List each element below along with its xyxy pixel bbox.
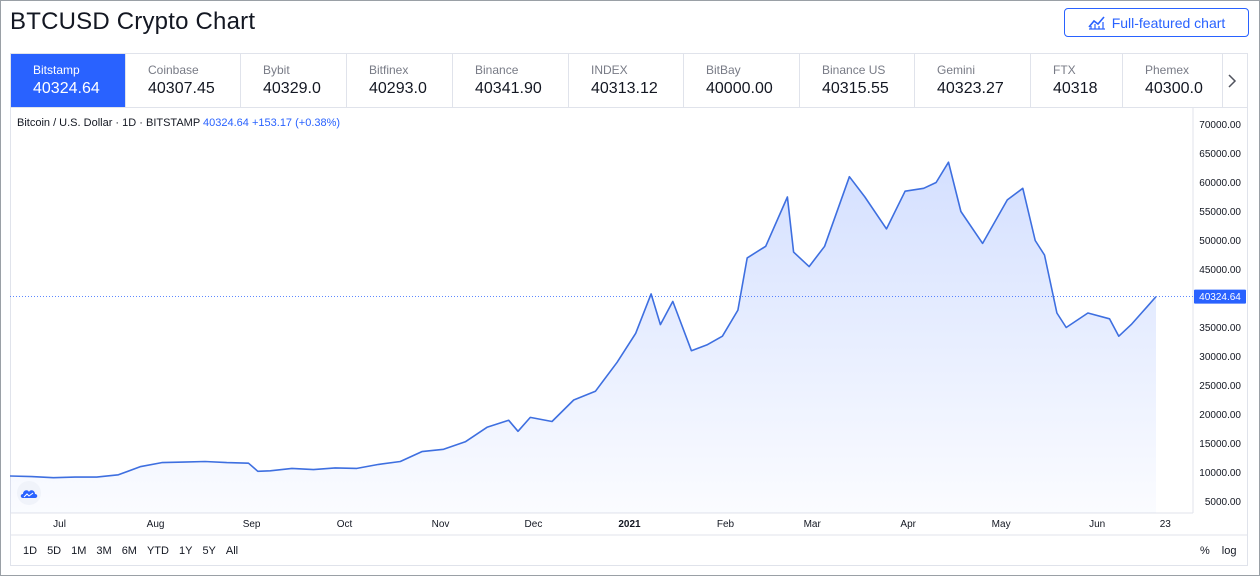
timeframe-bar: 1D 5D 1M 3M 6M YTD 1Y 5Y All [18, 545, 243, 557]
tabs-next-button[interactable] [1216, 53, 1248, 108]
exchange-tab-bybit[interactable]: Bybit 40329.0 [241, 54, 347, 107]
exchange-name: Bitstamp [33, 63, 80, 77]
timeframe-1d[interactable]: 1D [23, 545, 38, 557]
page-title: BTCUSD Crypto Chart [10, 8, 256, 35]
y-tick-label: 15000.00 [1199, 439, 1241, 450]
exchange-name: BitBay [706, 63, 741, 77]
x-tick-label: Feb [717, 519, 735, 530]
x-tick-label: Dec [525, 519, 543, 530]
timeframe-6m[interactable]: 6M [121, 545, 137, 557]
exchange-price: 40307.45 [148, 80, 215, 97]
x-tick-label: Nov [432, 519, 450, 530]
full-featured-chart-label: Full-featured chart [1111, 14, 1226, 31]
exchange-name: Binance US [822, 63, 886, 77]
exchange-price: 40315.55 [822, 80, 889, 97]
exchange-tab-binance-us[interactable]: Binance US 40315.55 [800, 54, 915, 107]
exchange-tab-phemex[interactable]: Phemex 40300.0 [1123, 54, 1223, 107]
full-featured-chart-button[interactable]: Full-featured chart [1064, 8, 1249, 37]
x-tick-label: Jun [1089, 519, 1105, 530]
x-tick-label: Jul [53, 519, 66, 530]
tradingview-logo[interactable] [17, 481, 41, 505]
timeframe-ytd[interactable]: YTD [146, 545, 169, 557]
exchange-tab-gemini[interactable]: Gemini 40323.27 [915, 54, 1031, 107]
y-tick-label: 60000.00 [1199, 178, 1241, 189]
y-tick-label: 10000.00 [1199, 468, 1241, 479]
y-tick-label: 50000.00 [1199, 236, 1241, 247]
x-tick-label: 2021 [618, 519, 641, 530]
exchange-tab-index[interactable]: INDEX 40313.12 [569, 54, 684, 107]
price-area-fill [10, 162, 1156, 513]
y-tick-label: 65000.00 [1199, 149, 1241, 160]
chart-pane[interactable] [10, 108, 1248, 566]
legend-change: +153.17 (+0.38%) [251, 117, 341, 129]
exchange-tab-coinbase[interactable]: Coinbase 40307.45 [126, 54, 241, 107]
exchange-price: 40318 [1053, 80, 1098, 97]
last-price-label: 40324.64 [1199, 292, 1241, 303]
y-tick-label: 45000.00 [1199, 265, 1241, 276]
exchange-name: Binance [475, 63, 519, 77]
exchange-name: Coinbase [148, 63, 199, 77]
exchange-name: INDEX [591, 63, 628, 77]
exchange-price: 40313.12 [591, 80, 658, 97]
x-tick-label: Sep [243, 519, 261, 530]
exchange-price: 40300.0 [1145, 80, 1203, 97]
exchange-name: Bitfinex [369, 63, 409, 77]
cloud-logo-icon [20, 490, 38, 498]
y-tick-label: 30000.00 [1199, 352, 1241, 363]
exchange-price: 40324.64 [33, 80, 100, 97]
exchange-name: Bybit [263, 63, 290, 77]
exchange-tab-bitbay[interactable]: BitBay 40000.00 [684, 54, 800, 107]
x-tick-label: Oct [337, 519, 353, 530]
chart-icon [1088, 15, 1105, 30]
timeframe-5y[interactable]: 5Y [202, 545, 216, 557]
last-price-tag: 40324.64 [1194, 289, 1246, 304]
y-tick-label: 20000.00 [1199, 410, 1241, 421]
exchange-tab-bitfinex[interactable]: Bitfinex 40293.0 [347, 54, 453, 107]
x-tick-label: Aug [147, 519, 165, 530]
x-tick-label: Mar [804, 519, 822, 530]
exchange-name: Gemini [937, 63, 976, 77]
y-tick-label: 35000.00 [1199, 323, 1241, 334]
timeframe-5d[interactable]: 5D [47, 545, 62, 557]
exchange-price: 40341.90 [475, 80, 542, 97]
x-tick-label: Apr [900, 519, 916, 530]
exchange-tabs: Bitstamp 40324.64 Coinbase 40307.45 Bybit 403… [10, 53, 1248, 108]
y-tick-label: 5000.00 [1205, 497, 1242, 508]
y-tick-label: 70000.00 [1199, 120, 1241, 131]
legend-symbol: Bitcoin / U.S. Dollar · 1D · BITSTAMP [17, 117, 200, 129]
exchange-name: Phemex [1145, 63, 1190, 77]
chart-legend: Bitcoin / U.S. Dollar · 1D · BITSTAMP 40… [17, 117, 340, 129]
exchange-tab-bitstamp[interactable]: Bitstamp 40324.64 [11, 54, 126, 107]
timeframe-all[interactable]: All [225, 545, 239, 557]
log-scale-toggle[interactable]: log [1221, 545, 1237, 557]
legend-last-price: 40324.64 [203, 117, 249, 129]
x-tick-label: May [992, 519, 1011, 530]
x-tick-label: 23 [1160, 519, 1172, 530]
timeframe-1y[interactable]: 1Y [178, 545, 193, 557]
exchange-tab-binance[interactable]: Binance 40341.90 [453, 54, 569, 107]
exchange-price: 40323.27 [937, 80, 1004, 97]
timeframe-3m[interactable]: 3M [96, 545, 112, 557]
timeframe-1m[interactable]: 1M [71, 545, 87, 557]
exchange-tab-ftx[interactable]: FTX 40318 [1031, 54, 1123, 107]
price-series-line [9, 161, 1157, 479]
scale-options: % log [1200, 545, 1236, 557]
chevron-right-icon [1228, 73, 1237, 88]
exchange-price: 40329.0 [263, 80, 321, 97]
exchange-name: FTX [1053, 63, 1076, 77]
exchange-price: 40293.0 [369, 80, 427, 97]
y-tick-label: 55000.00 [1199, 207, 1241, 218]
y-tick-label: 25000.00 [1199, 381, 1241, 392]
percent-scale-toggle[interactable]: % [1200, 545, 1210, 557]
exchange-price: 40000.00 [706, 80, 773, 97]
